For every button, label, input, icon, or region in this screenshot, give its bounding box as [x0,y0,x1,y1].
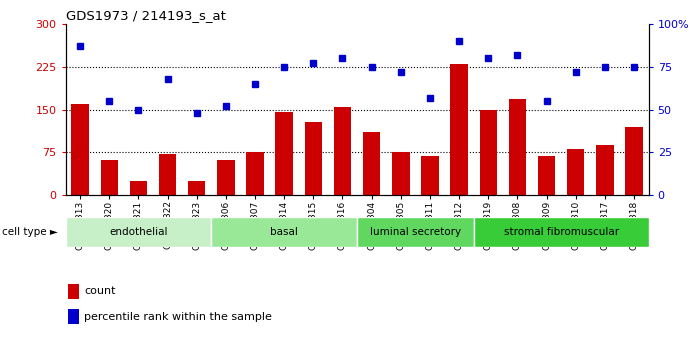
Bar [509,99,526,195]
Bar [246,152,264,195]
Bar [480,110,497,195]
Bar [188,181,206,195]
Bar [334,107,351,195]
Text: GDS1973 / 214193_s_at: GDS1973 / 214193_s_at [66,9,226,22]
Bar [421,156,439,195]
Bar [363,132,380,195]
Bar [451,64,468,195]
Text: basal: basal [270,227,298,237]
Text: percentile rank within the sample: percentile rank within the sample [84,312,272,322]
Bar [357,217,473,247]
Text: endothelial: endothelial [109,227,168,237]
Text: luminal secretory: luminal secretory [370,227,461,237]
Bar [101,160,118,195]
Bar [596,145,613,195]
Bar [71,104,89,195]
Bar [625,127,643,195]
Bar [211,217,357,247]
Bar [66,217,211,247]
Bar [68,284,79,299]
Bar [217,160,235,195]
Bar [130,181,147,195]
Bar [567,149,584,195]
Bar [68,309,79,324]
Bar [473,217,649,247]
Bar [159,154,177,195]
Text: cell type ►: cell type ► [2,227,58,237]
Bar [392,152,410,195]
Bar [304,122,322,195]
Text: count: count [84,286,116,296]
Bar [538,156,555,195]
Text: stromal fibromuscular: stromal fibromuscular [504,227,619,237]
Bar [275,112,293,195]
